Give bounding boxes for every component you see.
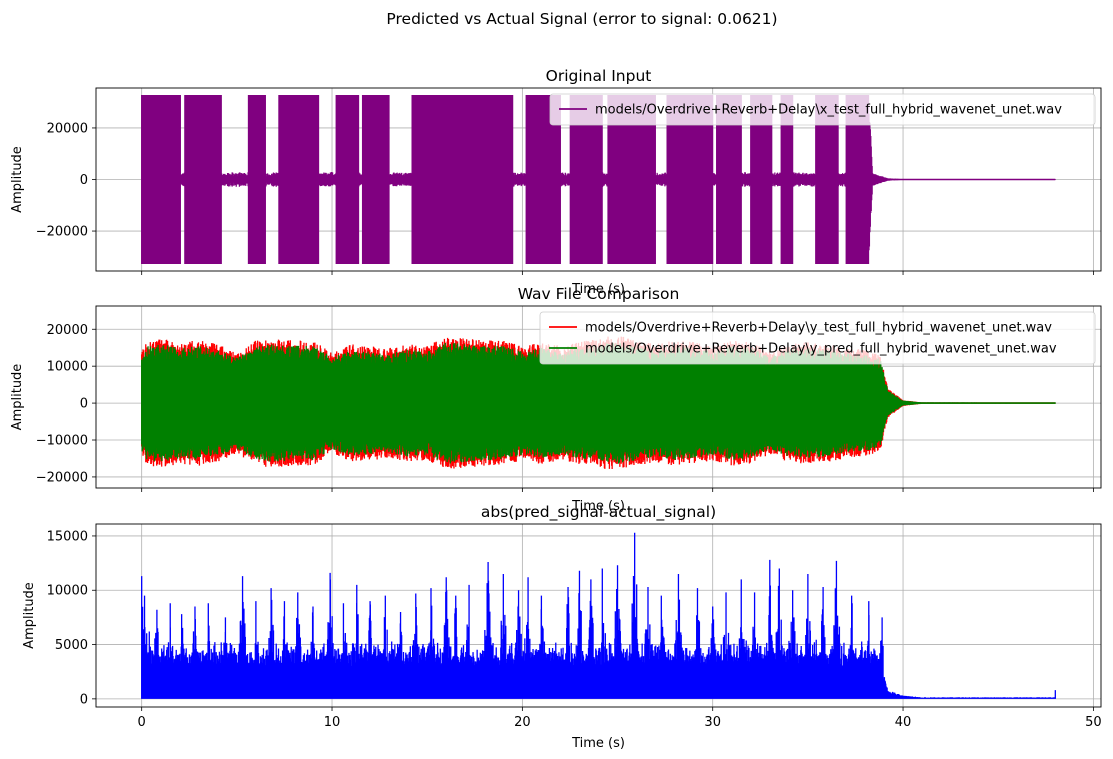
y-tick-label: −20000: [36, 470, 88, 485]
series-layer: [141, 532, 1056, 699]
x-tick-label: 40: [895, 715, 912, 730]
y-tick-label: 20000: [47, 121, 88, 136]
x-tick-label: 20: [514, 715, 531, 730]
series-1-line: [141, 532, 1056, 699]
y-tick-label: 10000: [47, 360, 88, 375]
subplot-1: −20000 0 20000 Time (s) Amplitude Original In…: [10, 67, 1102, 297]
x-tick-label: 0: [138, 715, 146, 730]
y-tick-label: −10000: [36, 434, 88, 449]
x-axis-label: Time (s): [571, 282, 625, 297]
subplot-title: abs(pred_signal-actual_signal): [481, 503, 716, 522]
x-tick-label: 10: [324, 715, 341, 730]
legend: models/Overdrive+Reverb+Delay\x_test_ful…: [549, 93, 1096, 126]
y-tick-label: 5000: [55, 638, 88, 653]
legend-box: [549, 93, 1096, 126]
series-layer: [141, 336, 1056, 470]
legend-label: models/Overdrive+Reverb+Delay\y_test_ful…: [585, 321, 1052, 336]
x-tick-label: 30: [704, 715, 721, 730]
x-tick-label: 50: [1085, 715, 1102, 730]
legend-box: [539, 311, 1096, 365]
y-tick-label: 20000: [47, 323, 88, 338]
y-axis-label: Amplitude: [10, 364, 25, 431]
y-tick-label: 15000: [47, 529, 88, 544]
series-layer: [141, 95, 1056, 264]
subplot-2: −20000 −10000 0 10000 20000 Time (s) Amplitude…: [10, 285, 1102, 514]
subplot-3: 0 5000 10000 15000 0 10 20 30 40 50 Time (s) Amplit…: [22, 503, 1102, 751]
y-tick-label: 10000: [47, 584, 88, 599]
axes-frame: [95, 523, 1102, 708]
figure-suptitle: Predicted vs Actual Signal (error to sig…: [386, 10, 777, 28]
y-tick-label: 0: [80, 692, 88, 707]
y-tick-label: 0: [80, 397, 88, 412]
subplot-title: Wav File Comparison: [518, 285, 680, 303]
y-axis-label: Amplitude: [10, 146, 25, 213]
y-tick-label: 0: [80, 173, 88, 188]
subplot-title: Original Input: [546, 67, 652, 85]
legend: models/Overdrive+Reverb+Delay\y_test_ful…: [539, 311, 1096, 365]
x-axis-label: Time (s): [571, 499, 625, 514]
y-tick-label: −20000: [36, 225, 88, 240]
legend-label: models/Overdrive+Reverb+Delay\x_test_ful…: [595, 103, 1062, 118]
y-axis-label: Amplitude: [22, 582, 37, 649]
axes-frame: [95, 305, 1102, 489]
legend-label: models/Overdrive+Reverb+Delay\y_pred_ful…: [585, 342, 1057, 357]
x-axis-label: Time (s): [571, 736, 625, 751]
